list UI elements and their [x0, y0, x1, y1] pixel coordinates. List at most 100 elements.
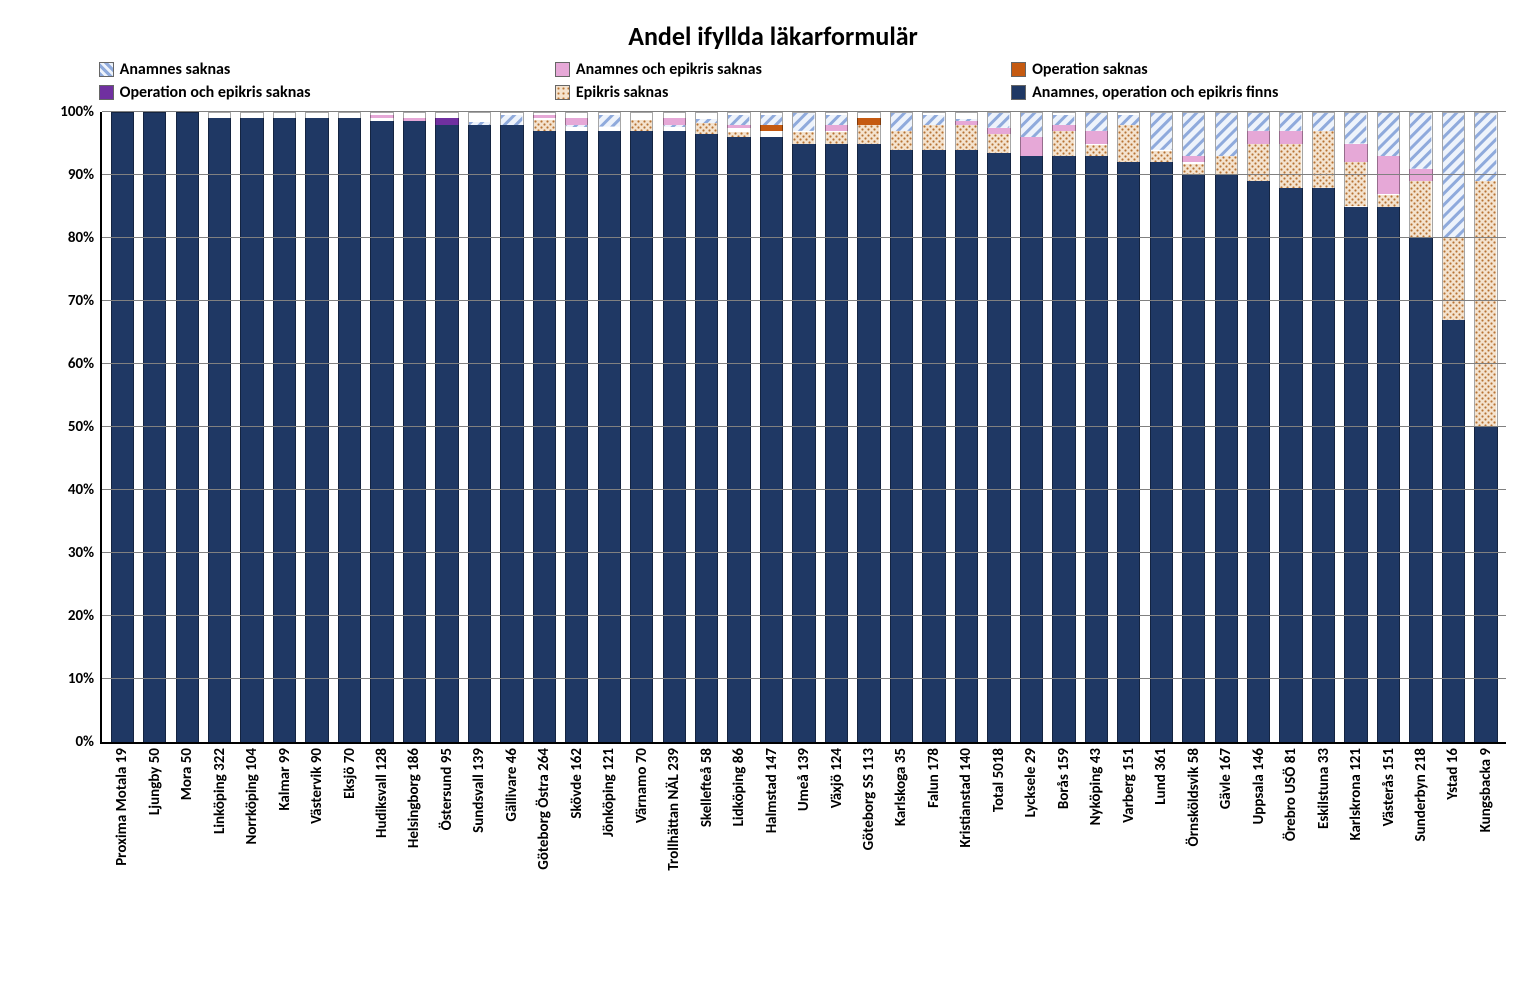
- bar-segment-alla_finns: [760, 137, 783, 742]
- grid-line: [102, 426, 1506, 427]
- bar-segment-alla_finns: [273, 118, 296, 742]
- x-tick-label: Eskilstuna 33: [1315, 748, 1333, 829]
- bar: [853, 112, 885, 742]
- bar-segment-epikris_saknas: [857, 125, 880, 144]
- x-label-slot: Kristianstad 140: [950, 742, 982, 972]
- bar-segment-alla_finns: [1182, 175, 1205, 742]
- bar-segment-alla_finns: [1215, 175, 1238, 742]
- bar-segment-alla_finns: [305, 118, 328, 742]
- x-label-slot: Varberg 151: [1113, 742, 1145, 972]
- x-label-slot: Örnsköldsvik 58: [1177, 742, 1209, 972]
- bar-segment-epikris_saknas: [1474, 181, 1497, 427]
- bar-segment-anamnes_saknas: [695, 112, 718, 121]
- bar: [1048, 112, 1080, 742]
- bar-segment-alla_finns: [630, 131, 653, 742]
- bar-segment-epikris_saknas: [1279, 144, 1302, 188]
- bar: [950, 112, 982, 742]
- bar: [1210, 112, 1242, 742]
- bar-segment-anamnes_saknas: [1150, 112, 1173, 150]
- grid-line: [102, 174, 1506, 175]
- x-tick-label: Varberg 151: [1120, 748, 1138, 823]
- x-label-slot: Östersund 95: [431, 742, 463, 972]
- x-tick-label: Skövde 162: [568, 748, 586, 819]
- bar: [1275, 112, 1307, 742]
- bar: [1177, 112, 1209, 742]
- bar: [1307, 112, 1339, 742]
- bars-container: [102, 112, 1506, 742]
- legend-label: Operation saknas: [1032, 60, 1148, 79]
- x-tick-label: Total 5018: [990, 748, 1008, 812]
- bar-segment-epikris_saknas: [1409, 181, 1432, 238]
- legend-swatch: [1011, 85, 1026, 100]
- legend-swatch: [555, 85, 570, 100]
- bar-segment-alla_finns: [143, 112, 166, 742]
- bar-segment-alla_finns: [1312, 188, 1335, 742]
- bar: [885, 112, 917, 742]
- legend-label: Epikris saknas: [576, 83, 668, 102]
- bar-segment-alla_finns: [663, 131, 686, 742]
- x-tick-label: Göteborg Östra 264: [535, 748, 553, 870]
- bar: [690, 112, 722, 742]
- bar-segment-epikris_saknas: [1247, 144, 1270, 182]
- x-tick-label: Trollhättan NÄL 239: [665, 748, 683, 871]
- bar: [593, 112, 625, 742]
- legend-swatch: [555, 62, 570, 77]
- bar-segment-epikris_saknas: [1117, 125, 1140, 163]
- x-tick-label: Kungsbacka 9: [1477, 748, 1495, 832]
- x-tick-label: Växjö 124: [828, 748, 846, 808]
- x-tick-label: Gällivare 46: [503, 748, 521, 822]
- bar-segment-anamnes_saknas: [1117, 112, 1140, 125]
- bar: [1405, 112, 1437, 742]
- x-tick-label: Jönköping 121: [600, 748, 618, 837]
- bar-segment-alla_finns: [955, 150, 978, 742]
- x-tick-label: Örnsköldsvik 58: [1185, 748, 1203, 846]
- bar-segment-alla_finns: [1085, 156, 1108, 742]
- stacked-bar-chart: Andel ifyllda läkarformulär Anamnes sakn…: [0, 0, 1526, 997]
- y-tick-label: 60%: [68, 355, 94, 373]
- legend-item: Anamnes, operation och epikris finns: [1011, 83, 1447, 102]
- bar-segment-alla_finns: [1020, 156, 1043, 742]
- bar-segment-epikris_saknas: [987, 134, 1010, 153]
- legend-label: Operation och epikris saknas: [120, 83, 311, 102]
- bar-segment-alla_finns: [1117, 162, 1140, 742]
- x-label-slot: Lund 361: [1145, 742, 1177, 972]
- bar-segment-epikris_saknas: [727, 128, 750, 137]
- bar-segment-anamnes_epikris: [1409, 169, 1432, 182]
- grid-line: [102, 300, 1506, 301]
- bar: [1242, 112, 1274, 742]
- bar-segment-anamnes_saknas: [955, 112, 978, 121]
- bar-segment-anamnes_saknas: [1442, 112, 1465, 238]
- bar-segment-alla_finns: [598, 131, 621, 742]
- bar: [1372, 112, 1404, 742]
- bar-segment-anamnes_saknas: [922, 112, 945, 125]
- bar-segment-alla_finns: [338, 118, 361, 742]
- x-tick-label: Karlskrona 121: [1347, 748, 1365, 840]
- bar-segment-alla_finns: [111, 112, 134, 742]
- bar: [1340, 112, 1372, 742]
- bar-segment-anamnes_saknas: [1020, 112, 1043, 137]
- legend-item: Operation saknas: [1011, 60, 1447, 79]
- x-label-slot: Ystad 16: [1437, 742, 1469, 972]
- x-label-slot: Gävle 167: [1210, 742, 1242, 972]
- x-tick-label: Skellefteå 58: [698, 748, 716, 827]
- x-tick-label: Halmstad 147: [763, 748, 781, 833]
- bar: [171, 112, 203, 742]
- bar-segment-anamnes_saknas: [500, 112, 523, 125]
- x-tick-label: Nyköping 43: [1087, 748, 1105, 825]
- bar: [431, 112, 463, 742]
- bar-segment-alla_finns: [1279, 188, 1302, 742]
- y-tick-label: 50%: [68, 418, 94, 436]
- x-label-slot: Falun 178: [918, 742, 950, 972]
- x-tick-label: Norrköping 104: [243, 748, 261, 845]
- bar: [1015, 112, 1047, 742]
- bar-segment-alla_finns: [403, 121, 426, 742]
- x-tick-label: Lycksele 29: [1022, 748, 1040, 817]
- bar-segment-anamnes_epikris: [1247, 131, 1270, 144]
- x-label-slot: Helsingborg 186: [398, 742, 430, 972]
- chart-legend: Anamnes saknasAnamnes och epikris saknas…: [99, 60, 1448, 102]
- grid-line: [102, 615, 1506, 616]
- bar: [236, 112, 268, 742]
- bar-segment-anamnes_saknas: [890, 112, 913, 131]
- x-label-slot: Västervik 90: [301, 742, 333, 972]
- x-label-slot: Karlskrona 121: [1340, 742, 1372, 972]
